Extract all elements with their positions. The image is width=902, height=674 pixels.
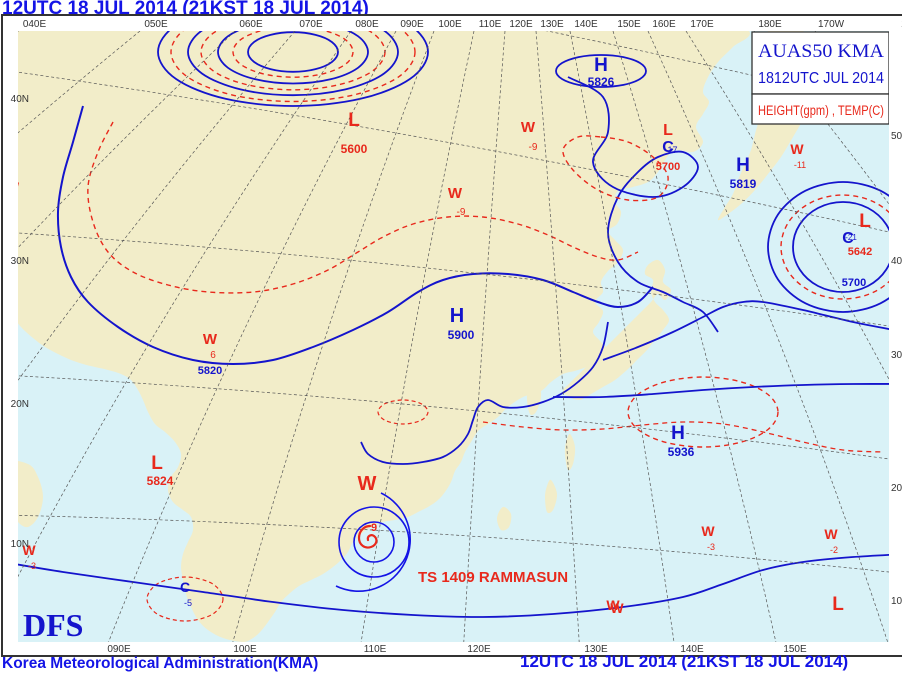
svg-text:W: W: [22, 542, 36, 558]
svg-text:5936: 5936: [668, 445, 695, 459]
svg-text:HEIGHT(gpm) , TEMP(C): HEIGHT(gpm) , TEMP(C): [758, 103, 884, 118]
svg-text:AUAS50 KMA: AUAS50 KMA: [758, 41, 884, 62]
svg-text:1812UTC JUL 2014: 1812UTC JUL 2014: [758, 70, 884, 87]
svg-text:5900: 5900: [448, 328, 475, 342]
svg-text:W: W: [824, 526, 838, 542]
svg-text:-3: -3: [28, 561, 36, 571]
svg-text:5820: 5820: [198, 365, 222, 377]
svg-text:L: L: [348, 110, 360, 131]
svg-text:-2: -2: [830, 545, 838, 555]
svg-text:-9: -9: [529, 142, 538, 153]
svg-text:TS 1409 RAMMASUN: TS 1409 RAMMASUN: [418, 569, 568, 586]
svg-text:DFS: DFS: [23, 607, 83, 642]
svg-text:-3: -3: [707, 542, 715, 552]
svg-text:-9: -9: [457, 207, 466, 218]
svg-text:W: W: [358, 473, 377, 495]
svg-text:H: H: [594, 55, 608, 76]
svg-text:W: W: [203, 331, 218, 348]
svg-text:5642: 5642: [848, 246, 872, 258]
svg-text:W: W: [790, 141, 804, 157]
svg-text:6: 6: [210, 350, 216, 361]
svg-text:W: W: [701, 523, 715, 539]
svg-text:5826: 5826: [588, 75, 615, 89]
svg-text:H: H: [736, 155, 750, 176]
svg-text:5700: 5700: [656, 161, 680, 173]
svg-text:-5: -5: [184, 598, 192, 608]
svg-text:5600: 5600: [341, 142, 368, 156]
svg-text:W: W: [448, 185, 463, 202]
svg-text:5824: 5824: [147, 474, 174, 488]
svg-text:L: L: [832, 594, 844, 615]
svg-text:-21: -21: [845, 233, 857, 242]
svg-text:5700: 5700: [842, 277, 866, 289]
svg-text:H: H: [450, 305, 464, 327]
svg-text:L: L: [859, 211, 871, 232]
svg-text:9: 9: [371, 522, 377, 534]
svg-text:-11: -11: [794, 160, 806, 170]
svg-text:5819: 5819: [730, 177, 757, 191]
svg-text:L: L: [151, 453, 163, 474]
svg-text:H: H: [671, 423, 685, 444]
svg-text:W: W: [521, 119, 536, 136]
svg-text:W: W: [606, 597, 620, 613]
svg-text:-17: -17: [664, 145, 677, 155]
svg-text:C: C: [180, 579, 190, 595]
svg-text:L: L: [663, 122, 673, 139]
